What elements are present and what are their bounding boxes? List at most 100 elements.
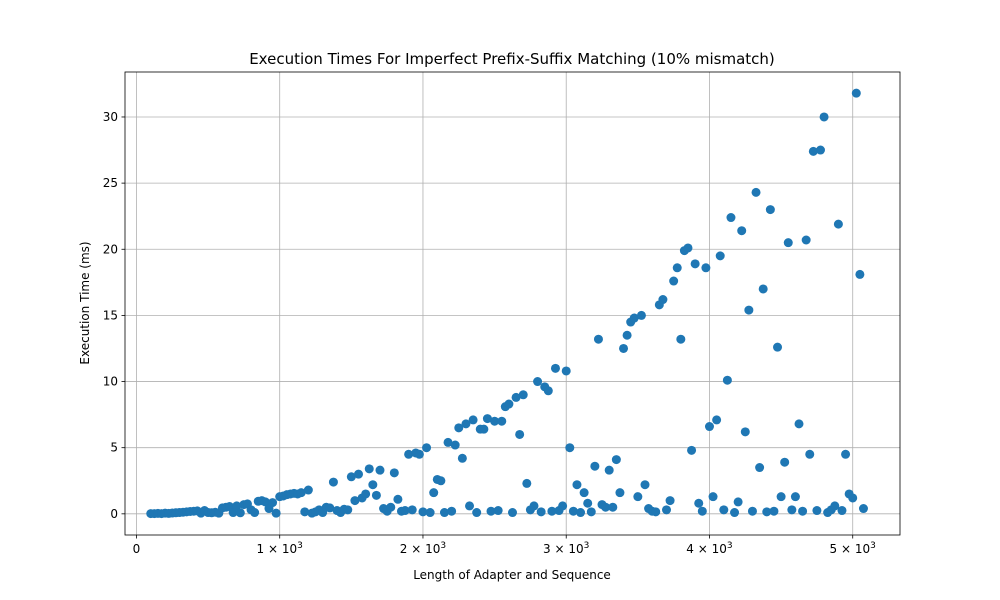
- data-point: [712, 415, 722, 425]
- data-point: [271, 508, 281, 518]
- data-points: [146, 88, 868, 519]
- data-point: [730, 508, 740, 518]
- data-point: [550, 363, 560, 373]
- data-point: [511, 392, 521, 402]
- data-point: [694, 498, 704, 508]
- axis-ticks: 0 1 × 103 2 × 103 3 × 103 4 × 103 5 × 103 0 5 10…: [103, 110, 876, 556]
- data-point: [375, 465, 385, 475]
- data-point: [407, 505, 417, 515]
- data-point: [568, 506, 578, 516]
- data-point: [468, 415, 478, 425]
- data-point: [422, 443, 432, 453]
- data-point: [583, 498, 593, 508]
- data-point: [837, 506, 847, 516]
- data-point: [805, 449, 815, 459]
- data-point: [708, 492, 718, 502]
- data-point: [704, 422, 714, 432]
- y-tick-label: 30: [103, 110, 118, 124]
- data-point: [604, 465, 614, 475]
- data-point: [493, 506, 503, 516]
- data-point: [833, 219, 843, 229]
- grid: [125, 72, 900, 535]
- data-point: [522, 478, 532, 488]
- data-point: [715, 251, 725, 261]
- data-point: [543, 386, 553, 396]
- data-point: [461, 419, 471, 429]
- y-axis-label: Execution Time (ms): [78, 241, 92, 364]
- data-point: [830, 501, 840, 511]
- data-point: [561, 366, 571, 376]
- data-point: [773, 342, 783, 352]
- data-point: [354, 469, 364, 479]
- data-point: [371, 490, 381, 500]
- data-point: [558, 501, 568, 511]
- data-point: [726, 213, 736, 223]
- data-point: [572, 480, 582, 490]
- x-axis-label: Length of Adapter and Sequence: [413, 568, 611, 582]
- data-point: [690, 259, 700, 269]
- data-point: [848, 493, 858, 503]
- data-point: [579, 488, 589, 498]
- data-point: [479, 424, 489, 434]
- data-point: [436, 476, 446, 486]
- data-point: [636, 310, 646, 320]
- x-tick-label: 4 × 103: [686, 541, 732, 556]
- data-point: [658, 295, 668, 305]
- data-point: [414, 449, 424, 459]
- data-point: [665, 496, 675, 506]
- data-point: [576, 508, 586, 518]
- data-point: [622, 330, 632, 340]
- data-point: [640, 480, 650, 490]
- data-point: [855, 269, 865, 279]
- data-point: [482, 414, 492, 424]
- x-tick-label: 5 × 103: [830, 541, 876, 556]
- data-point: [450, 440, 460, 450]
- data-point: [737, 226, 747, 236]
- data-point: [787, 505, 797, 515]
- data-point: [325, 503, 335, 513]
- data-point: [790, 492, 800, 502]
- plot-frame: [124, 71, 901, 536]
- data-point: [389, 468, 399, 478]
- data-point: [697, 506, 707, 516]
- data-point: [250, 508, 260, 518]
- x-tick-label: 3 × 103: [543, 541, 589, 556]
- data-point: [303, 485, 313, 495]
- data-point: [744, 305, 754, 315]
- data-point: [529, 501, 539, 511]
- data-point: [798, 506, 808, 516]
- x-tick-exponent: 3: [440, 541, 446, 551]
- data-point: [808, 146, 818, 156]
- data-point: [518, 390, 528, 400]
- data-point: [593, 334, 603, 344]
- data-point: [815, 145, 825, 155]
- data-point: [536, 507, 546, 517]
- data-point: [812, 506, 822, 516]
- data-point: [361, 489, 371, 499]
- data-point: [687, 445, 697, 455]
- data-point: [418, 507, 428, 517]
- data-point: [228, 508, 238, 518]
- data-point: [457, 453, 467, 463]
- data-point: [400, 506, 410, 516]
- y-tick-label: 25: [103, 176, 118, 190]
- x-tick-label: 2 × 103: [400, 541, 446, 556]
- data-point: [504, 399, 514, 409]
- data-point: [794, 419, 804, 429]
- data-point: [565, 443, 575, 453]
- data-point: [232, 501, 242, 511]
- data-point: [300, 507, 310, 517]
- data-point: [515, 429, 525, 439]
- data-point: [683, 243, 693, 253]
- data-point: [851, 88, 861, 98]
- data-point: [350, 496, 360, 506]
- data-point: [328, 477, 338, 487]
- data-point: [393, 494, 403, 504]
- y-tick-label: 20: [103, 242, 118, 256]
- data-point: [733, 497, 743, 507]
- x-tick-exponent: 3: [727, 541, 733, 551]
- data-point: [722, 375, 732, 385]
- data-point: [447, 506, 457, 516]
- data-point: [590, 461, 600, 471]
